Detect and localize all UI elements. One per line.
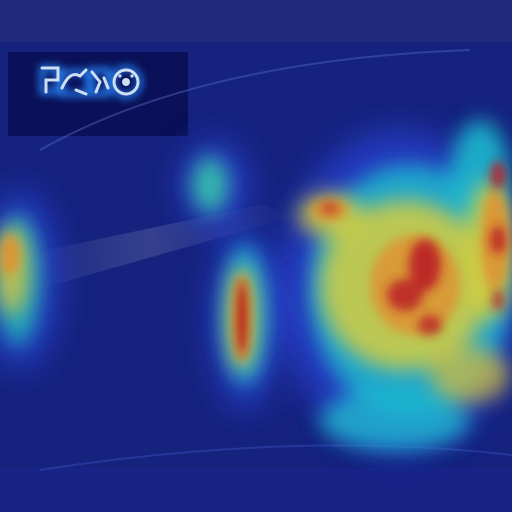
heatmap-image xyxy=(0,0,512,512)
heatmap-canvas xyxy=(0,0,512,512)
vignette xyxy=(0,0,512,512)
